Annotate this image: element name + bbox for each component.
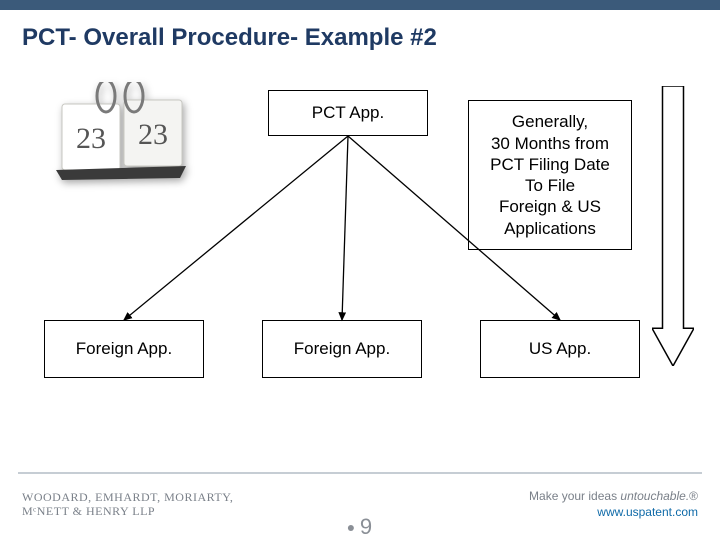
page-number-value: 9 bbox=[360, 514, 372, 539]
firm-name: WOODARD, EMHARDT, MORIARTY, MᶜNETT & HEN… bbox=[22, 490, 233, 519]
firm-line-2: MᶜNETT & HENRY LLP bbox=[22, 504, 233, 518]
tagline-prefix: Make your ideas bbox=[529, 489, 620, 503]
tagline-em: untouchable. bbox=[620, 489, 689, 503]
footer-tagline: Make your ideas untouchable.® www.uspate… bbox=[529, 489, 698, 519]
tagline-suffix: ® bbox=[689, 489, 698, 503]
timeline-down-arrow bbox=[652, 86, 694, 366]
firm-line-1: WOODARD, EMHARDT, MORIARTY, bbox=[22, 490, 233, 504]
footer-divider bbox=[18, 472, 702, 474]
bullet-icon bbox=[348, 525, 354, 531]
edge-layer bbox=[0, 60, 720, 440]
page-number: 9 bbox=[348, 514, 372, 540]
footer-url: www.uspatent.com bbox=[529, 505, 698, 519]
header-accent-bar bbox=[0, 0, 720, 10]
diagram-canvas: 23 23 PCT App. Generally, 30 Months from… bbox=[0, 60, 720, 440]
slide-title: PCT- Overall Procedure- Example #2 bbox=[0, 10, 720, 60]
